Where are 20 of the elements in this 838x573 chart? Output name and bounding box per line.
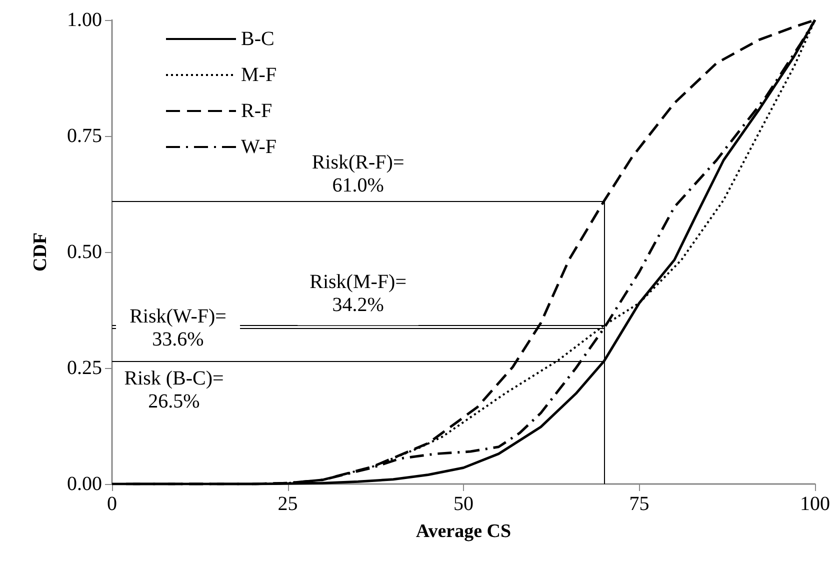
y-axis-title: CDF — [30, 232, 51, 272]
y-tick-label: 0.75 — [67, 125, 102, 147]
x-tick-label: 50 — [454, 493, 474, 515]
y-tick-label: 1.00 — [67, 9, 102, 31]
ref-line-label: Risk(R-F)= 61.0% — [312, 151, 404, 196]
x-tick-label: 75 — [629, 493, 650, 515]
ref-line-label: Risk(M-F)= 34.2% — [310, 270, 406, 316]
legend-label: B-C — [241, 28, 274, 50]
x-tick-label: 25 — [278, 493, 298, 515]
ref-line-label: Risk (B-C)= 26.5% — [124, 368, 224, 413]
legend-label: M-F — [241, 64, 277, 86]
y-tick-label: 0.25 — [67, 357, 102, 379]
legend-label: W-F — [241, 136, 277, 158]
x-tick-label: 100 — [800, 493, 830, 515]
ref-line-label: Risk(W-F)= 33.6% — [130, 306, 226, 351]
x-tick-label: 0 — [107, 493, 117, 515]
x-axis-title: Average CS — [416, 521, 512, 542]
y-tick-label: 0.00 — [67, 473, 102, 495]
y-tick-label: 0.50 — [67, 241, 102, 263]
legend-label: R-F — [241, 100, 272, 122]
